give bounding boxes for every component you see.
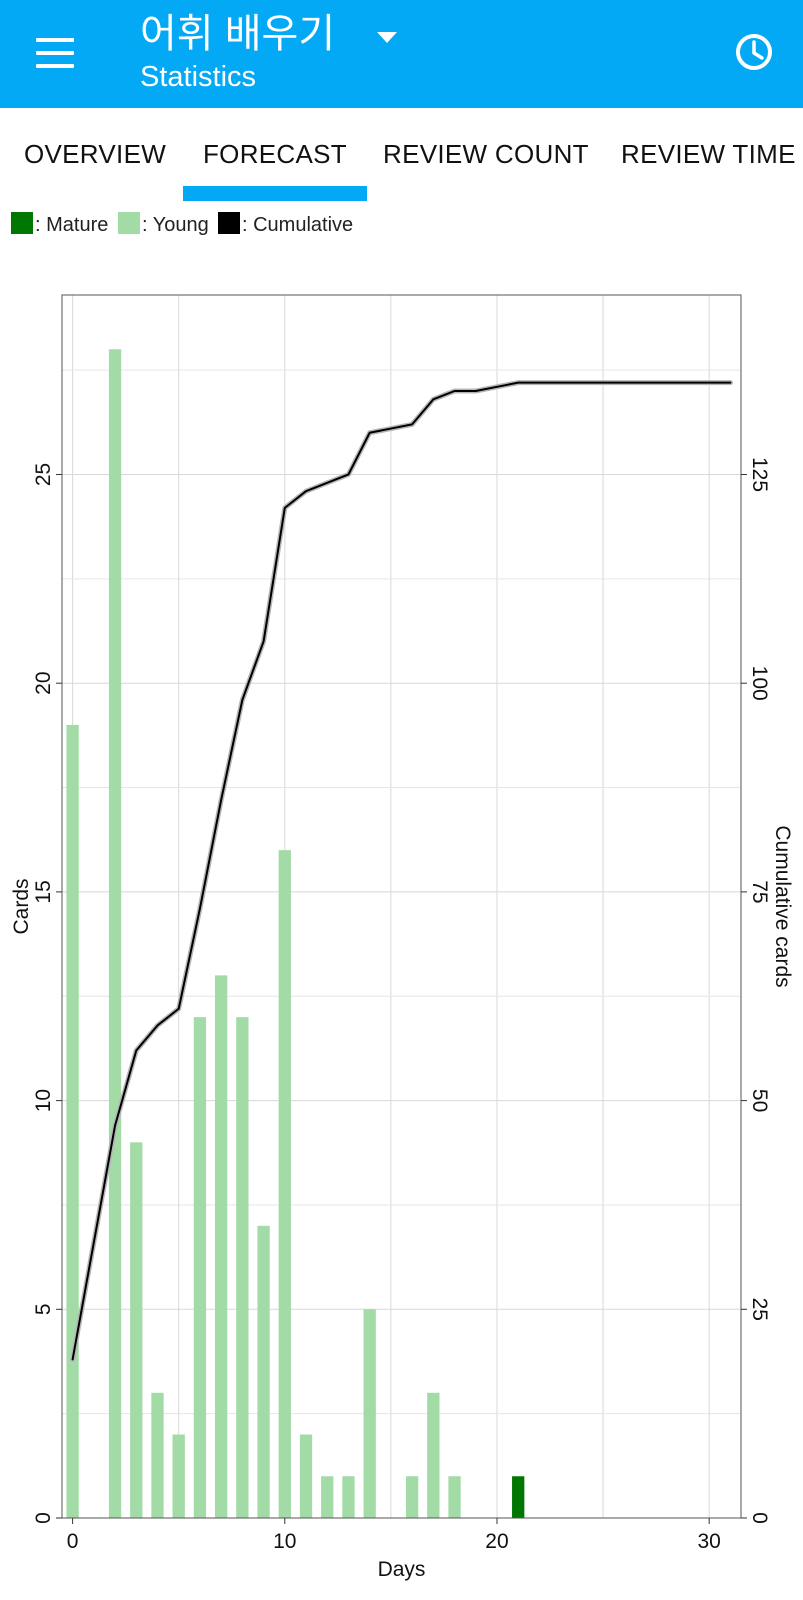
hamburger-menu-icon[interactable] (36, 38, 74, 68)
bar-young-day-14 (363, 1309, 376, 1518)
tab-review-count[interactable]: REVIEW COUNT (383, 139, 589, 169)
page-subtitle: Statistics (140, 61, 257, 93)
cumulative-line (71, 381, 732, 1361)
tab-bar: OVERVIEW FORECAST REVIEW COUNT REVIEW TI… (0, 108, 803, 202)
bar-young-day-18 (448, 1476, 461, 1518)
app-bar: 어휘 배우기 Statistics (0, 0, 803, 108)
bar-young-day-17 (427, 1392, 440, 1518)
y-tick-label-10: 10 (32, 1089, 55, 1112)
x-tick-label-10: 10 (273, 1530, 296, 1553)
legend-swatch-cumulative (218, 212, 240, 234)
plot-frame (61, 294, 742, 1519)
bar-young-day-2 (108, 349, 122, 1518)
y2-tick-label-50: 50 (748, 1089, 771, 1112)
bar-young-day-11 (299, 1434, 313, 1518)
tab-review-time[interactable]: REVIEW TIME (621, 139, 796, 169)
bar-young-day-8 (236, 1017, 249, 1518)
y2-tick-label-25: 25 (748, 1298, 771, 1321)
y-tick-label-25: 25 (32, 463, 55, 486)
y2-tick-label-75: 75 (748, 880, 771, 903)
bar-young-day-0 (66, 724, 79, 1518)
y-tick-label-0: 0 (32, 1512, 55, 1524)
y2-tick-label-125: 125 (748, 457, 771, 492)
legend-label-young: : Young (142, 214, 209, 236)
x-tick-label-0: 0 (67, 1530, 79, 1553)
selected-tab-indicator (183, 186, 367, 201)
legend-label-mature: : Mature (35, 214, 109, 236)
y-tick-label-5: 5 (32, 1303, 55, 1315)
bar-young-day-12 (321, 1476, 334, 1518)
bar-young-day-3 (130, 1142, 143, 1518)
bar-young-day-4 (151, 1392, 164, 1518)
y2-axis-label: Cumulative cards (771, 825, 794, 987)
bar-young-day-13 (342, 1476, 355, 1518)
bar-young-day-6 (193, 1017, 207, 1518)
tab-overview[interactable]: OVERVIEW (24, 139, 167, 169)
y-tick-label-20: 20 (32, 672, 55, 695)
y-tick-label-15: 15 (32, 880, 55, 903)
x-tick-label-20: 20 (485, 1530, 508, 1553)
legend-swatch-young (118, 212, 140, 234)
bar-young-day-16 (405, 1476, 419, 1518)
clock-icon[interactable] (734, 32, 774, 72)
y-axis-label: Cards (10, 878, 33, 934)
bar-mature-day-21 (512, 1476, 525, 1518)
bar-young-day-7 (214, 975, 228, 1518)
x-axis-label: Days (378, 1558, 426, 1581)
dropdown-arrow-icon[interactable] (377, 30, 397, 44)
x-tick-label-30: 30 (697, 1530, 720, 1553)
legend-swatch-mature (11, 212, 33, 234)
bar-young-day-5 (172, 1434, 185, 1518)
y2-tick-label-100: 100 (748, 666, 771, 701)
tab-forecast[interactable]: FORECAST (203, 139, 347, 169)
legend-label-cumulative: : Cumulative (242, 214, 354, 236)
y2-tick-label-0: 0 (748, 1512, 771, 1524)
forecast-chart: 0 10 20 30 Days 0 5 10 15 20 25 Cards 0 25 50 75 100 125 C… (10, 294, 794, 1581)
deck-title[interactable]: 어휘 배우기 (140, 12, 336, 56)
bar-young-day-10 (278, 850, 291, 1518)
cumulative-line-shadow (70, 380, 733, 1362)
bar-young-day-9 (257, 1225, 270, 1518)
